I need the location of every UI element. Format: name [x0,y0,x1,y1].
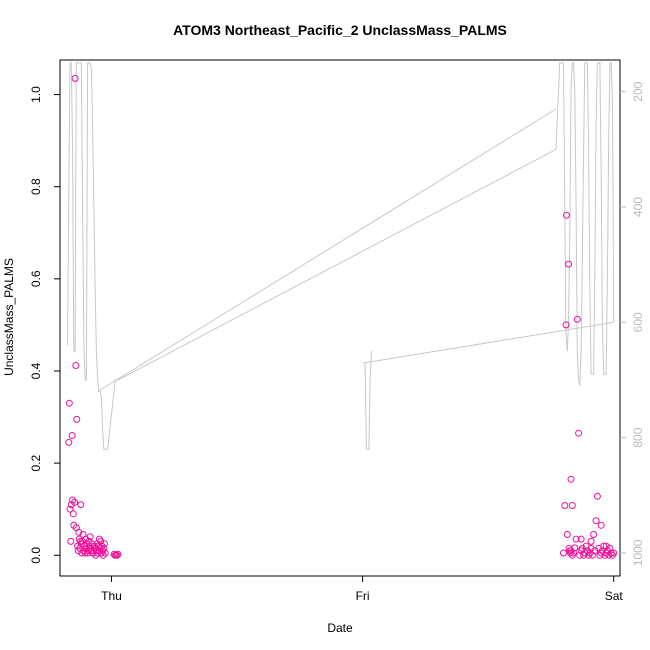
y-axis: 0.0 0.2 0.4 0.6 0.8 1.0 [29,86,60,564]
data-point [563,531,571,538]
data-point [560,549,567,557]
data-point [568,502,576,509]
data-point [597,521,605,529]
y2-axis: 200 400 600 800 1000 [620,81,645,566]
data-point [97,537,105,545]
series-line-4 [365,321,614,364]
y2-tick-label: 800 [631,427,645,447]
data-point [72,362,80,369]
data-point [572,535,580,543]
data-point [65,399,73,407]
series-line-1 [67,62,615,450]
y-axis-label: UnclassMass_PALMS [2,258,16,376]
data-point [92,551,100,559]
data-point [563,211,570,219]
point-layer [65,74,618,559]
data-point [577,535,585,543]
data-point [587,544,595,552]
data-point [113,551,121,559]
data-point [591,547,599,555]
data-point [66,505,74,513]
data-point [100,540,108,548]
y-tick-label: 0.2 [29,454,43,471]
y-tick-label: 0.6 [29,270,43,287]
data-point [587,537,595,545]
data-point [67,537,75,545]
data-point [565,260,572,268]
y-tick-label: 1.0 [29,86,43,103]
data-point [65,438,73,446]
data-point [606,544,614,552]
y2-tick-label: 600 [631,312,645,332]
x-axis-label: Date [327,621,353,635]
data-point [562,321,570,329]
data-point [69,496,77,504]
y-tick-label: 0.0 [29,547,43,564]
data-point [86,533,94,541]
data-point [100,544,108,552]
data-point [602,542,610,550]
data-point [114,550,122,558]
y2-tick-label: 1000 [631,539,645,566]
chart-title: ATOM3 Northeast_Pacific_2 UnclassMass_PA… [173,22,507,38]
data-point [571,544,579,552]
data-point [590,531,598,538]
y-tick-label: 0.4 [29,362,43,379]
data-point [71,498,79,506]
x-tick-label: Sat [605,589,624,603]
data-point [73,415,81,423]
y2-tick-label: 400 [631,197,645,217]
data-point [99,551,107,559]
y-tick-label: 0.8 [29,178,43,195]
data-point [77,501,85,509]
data-point [570,549,577,557]
data-point [573,315,581,323]
data-point [68,432,76,439]
data-point [610,549,618,557]
data-point [71,74,79,82]
x-axis: Thu Fri Sat [101,575,624,603]
data-point [592,517,600,525]
x-tick-label: Fri [356,589,370,603]
data-point [101,549,109,557]
data-point [567,475,575,483]
line-layer [67,62,615,450]
y2-tick-label: 200 [631,81,645,101]
x-tick-label: Thu [101,589,122,603]
data-point [561,502,569,509]
data-point [600,542,608,550]
data-point [69,510,77,518]
series-line-2 [97,108,557,392]
data-point [593,492,601,500]
data-point [575,429,583,437]
